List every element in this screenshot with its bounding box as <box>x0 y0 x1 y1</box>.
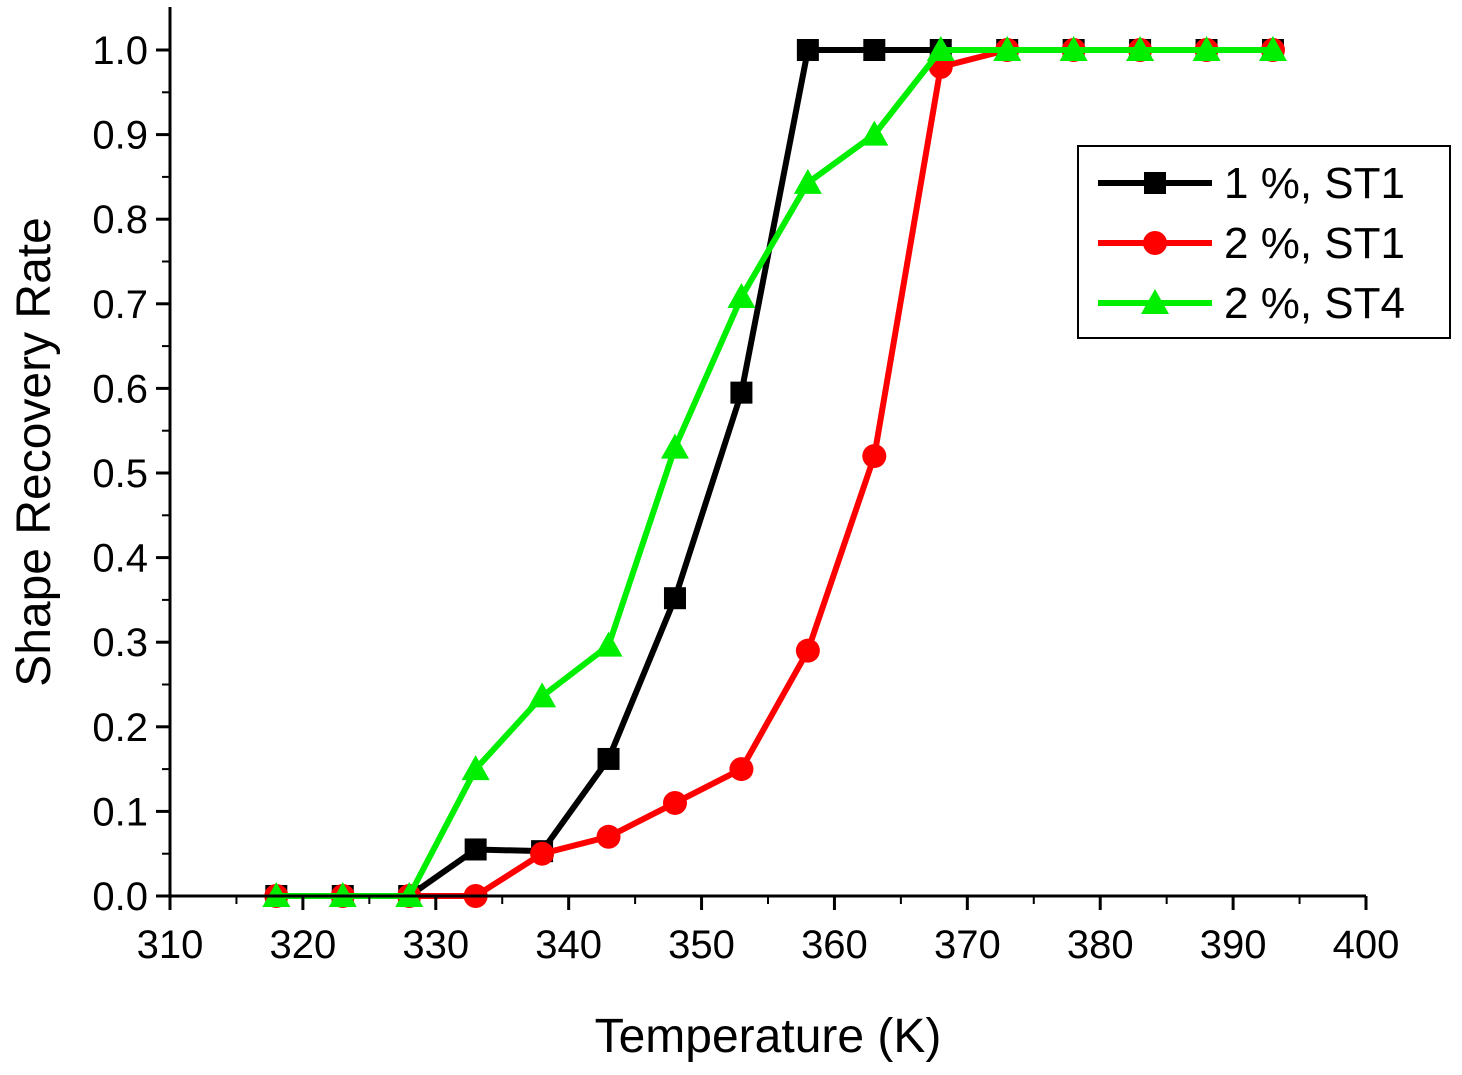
x-tick-label: 330 <box>402 923 469 967</box>
legend-label: 2 %, ST1 <box>1224 219 1405 268</box>
x-tick-label: 370 <box>934 923 1001 967</box>
x-tick-label: 350 <box>668 923 735 967</box>
data-point <box>662 790 687 815</box>
data-point <box>795 638 820 663</box>
data-point <box>663 587 686 610</box>
x-tick-label: 340 <box>535 923 602 967</box>
x-tick-label: 380 <box>1067 923 1134 967</box>
y-tick-label: 1.0 <box>92 29 148 73</box>
y-tick-label: 0.7 <box>92 283 148 327</box>
series-layer <box>262 36 1287 908</box>
data-point <box>596 824 621 849</box>
data-point <box>862 444 887 469</box>
data-point <box>1126 36 1155 61</box>
series-3 <box>262 36 1287 907</box>
legend-marker <box>1144 172 1166 194</box>
data-point <box>729 757 754 782</box>
y-tick-label: 0.6 <box>92 367 148 411</box>
y-tick-label: 0.1 <box>92 790 148 834</box>
ticks: 310 320 330 340 350 360 370 380 390 400 0.0 0.1 0.2 0… <box>92 29 1399 967</box>
legend-label: 2 %, ST4 <box>1224 279 1405 328</box>
data-point <box>528 682 557 708</box>
x-tick-label: 320 <box>270 923 337 967</box>
y-tick-label: 0.0 <box>92 875 148 919</box>
x-tick-label: 390 <box>1200 923 1267 967</box>
legend-entry: 1 %, ST1 <box>1098 159 1405 208</box>
data-point <box>1059 36 1088 61</box>
data-point <box>597 747 620 770</box>
data-point <box>464 838 487 861</box>
legend-entry: 2 %, ST4 <box>1098 279 1405 328</box>
data-point <box>660 433 689 459</box>
y-tick-label: 0.5 <box>92 452 148 496</box>
legend-marker <box>1141 289 1169 314</box>
series-line <box>276 47 1273 899</box>
legend-label: 1 %, ST1 <box>1224 159 1405 208</box>
x-tick-label: 310 <box>137 923 204 967</box>
data-point <box>1192 36 1221 61</box>
data-point <box>860 120 889 146</box>
data-point <box>594 631 623 657</box>
data-point <box>926 36 955 61</box>
y-tick-label: 0.4 <box>92 537 148 581</box>
y-axis-title: Shape Recovery Rate <box>8 217 61 687</box>
data-point <box>796 39 819 61</box>
y-tick-label: 0.3 <box>92 621 148 665</box>
legend-entry: 2 %, ST1 <box>1098 219 1405 268</box>
legend-marker <box>1143 231 1167 255</box>
data-point <box>530 841 555 866</box>
data-point <box>793 168 822 194</box>
x-tick-label: 360 <box>801 923 868 967</box>
legend-entries: 1 %, ST1 2 %, ST1 2 %, ST4 <box>1098 159 1405 328</box>
data-point <box>863 39 886 61</box>
y-tick-label: 0.2 <box>92 706 148 750</box>
data-point <box>461 755 490 781</box>
y-tick-label: 0.8 <box>92 198 148 242</box>
data-point <box>993 36 1022 61</box>
x-axis-title: Temperature (K) <box>595 1010 942 1063</box>
legend: 1 %, ST1 2 %, ST1 2 %, ST4 <box>1077 145 1451 339</box>
data-point <box>730 381 753 404</box>
data-point <box>727 283 756 309</box>
y-tick-label: 0.9 <box>92 114 148 158</box>
x-tick-label: 400 <box>1333 923 1400 967</box>
data-point <box>1258 36 1287 61</box>
